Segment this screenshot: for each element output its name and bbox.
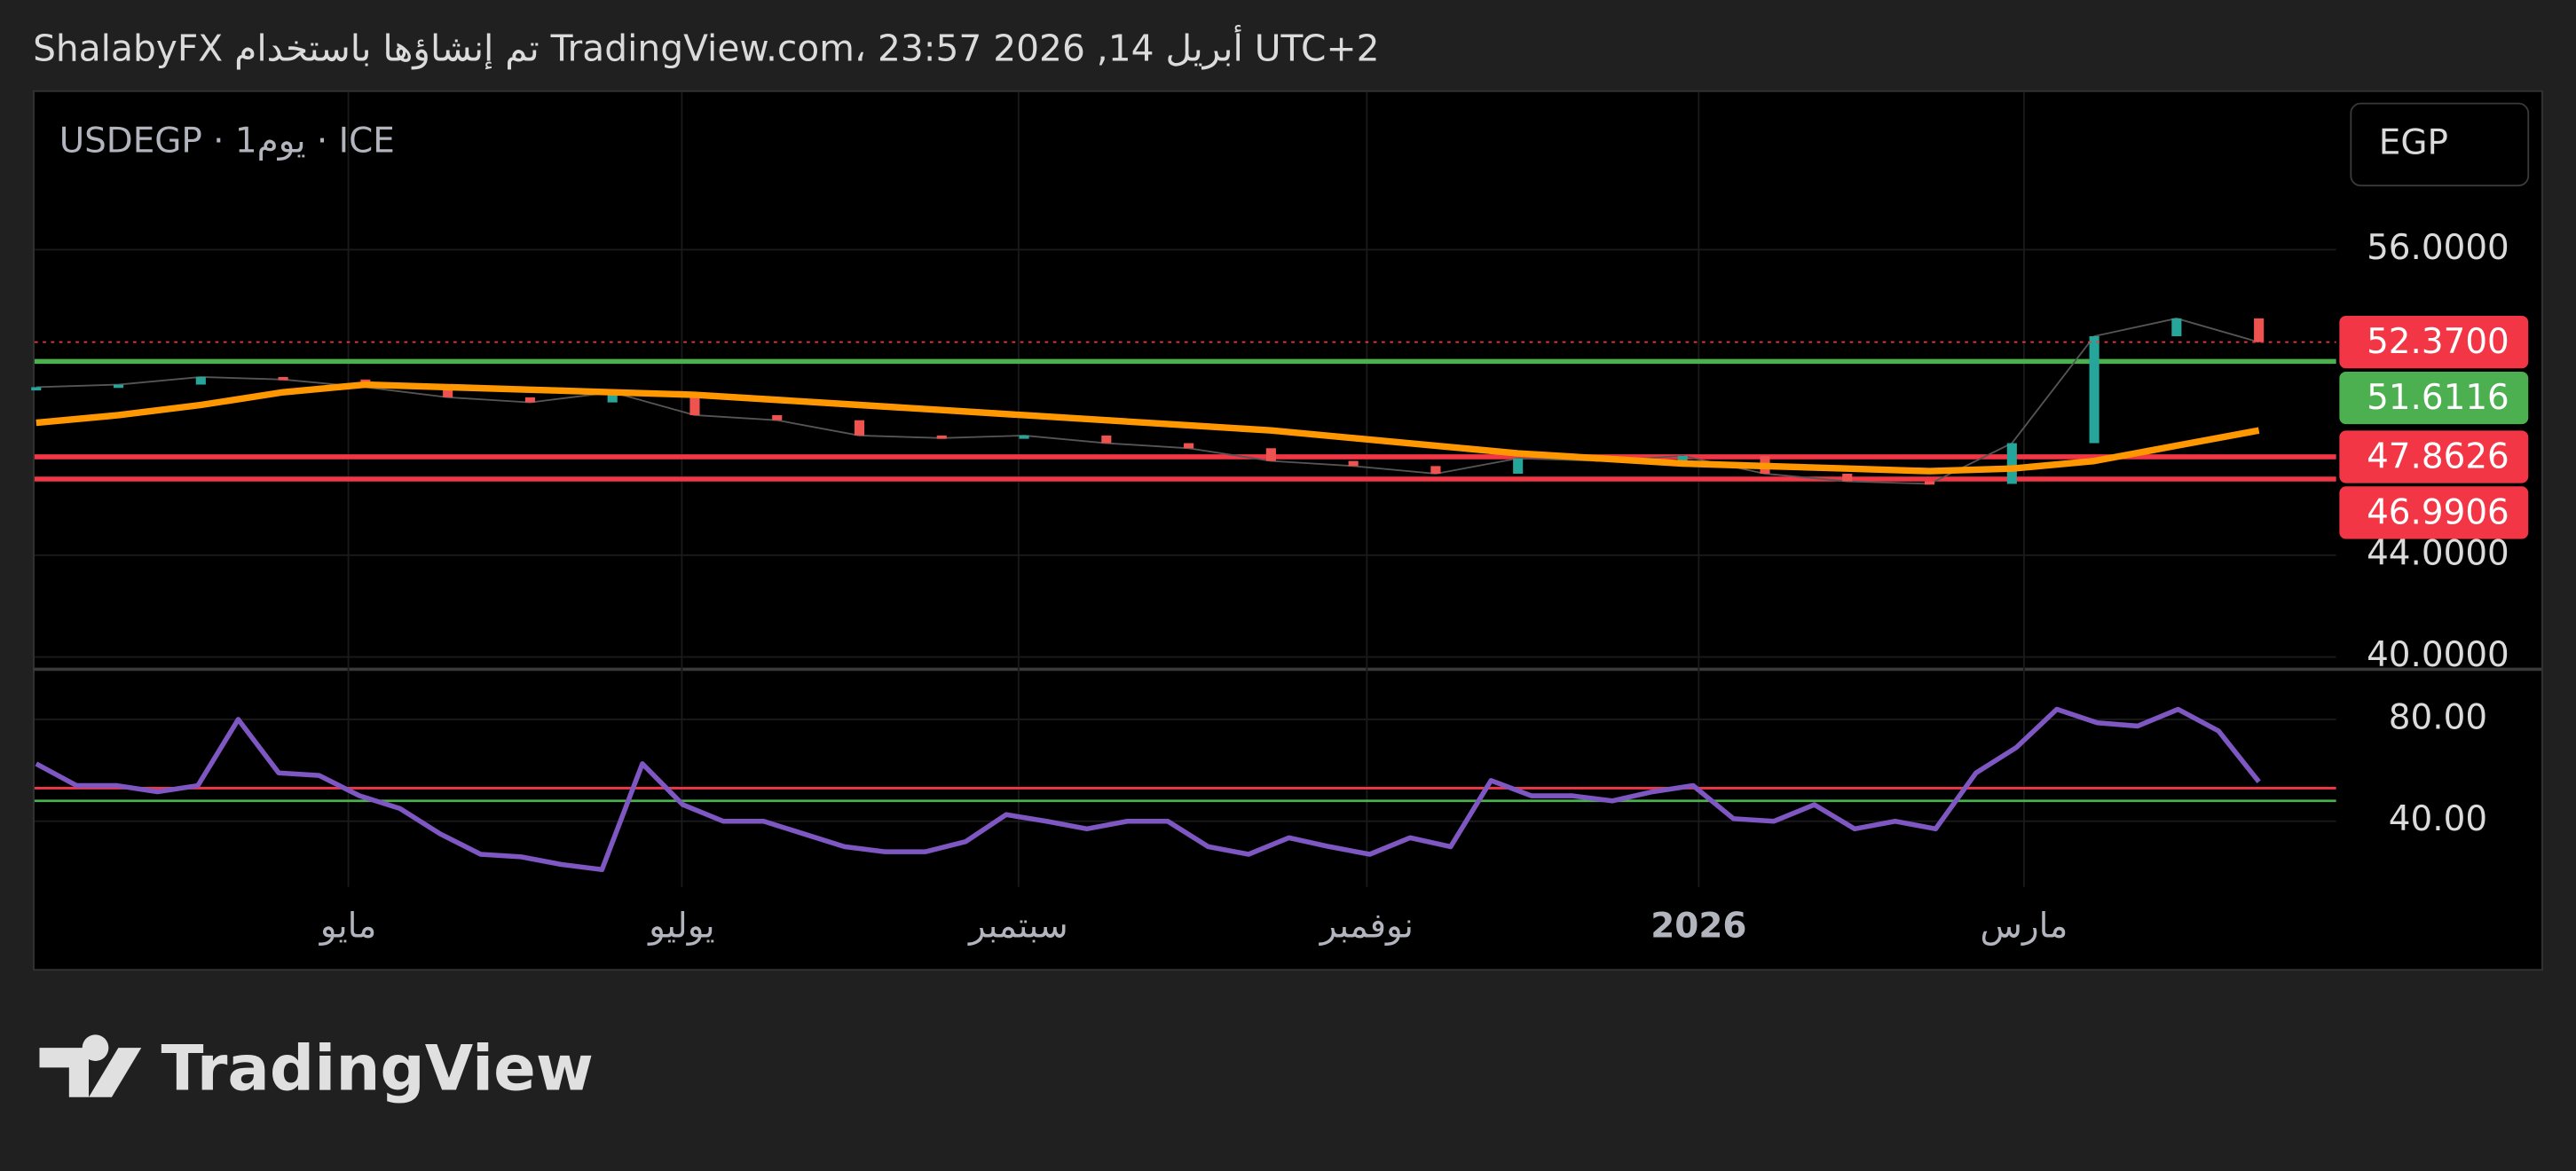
candle xyxy=(1677,455,1688,461)
candle xyxy=(1184,443,1194,449)
x-tick-label: مارس xyxy=(1980,907,2068,947)
series-line xyxy=(35,706,2261,872)
candle xyxy=(1019,435,1029,439)
y-tick-label: 80.00 xyxy=(2389,697,2487,737)
candle xyxy=(195,376,206,385)
price-tag-label: 46.9906 xyxy=(2367,492,2509,532)
candle xyxy=(2089,336,2099,444)
candle xyxy=(31,387,42,391)
x-tick-label: يوليو xyxy=(647,907,715,947)
price-line xyxy=(35,318,2259,485)
candle xyxy=(689,392,700,415)
candle xyxy=(1513,458,1524,474)
candle xyxy=(1348,460,1359,467)
y-tick-label: 56.0000 xyxy=(2367,228,2509,268)
candle xyxy=(524,397,535,403)
candle xyxy=(1924,481,1935,485)
logo-text: TradingView xyxy=(161,1032,593,1104)
price-tag-label: 47.8626 xyxy=(2367,436,2509,476)
y-tick-label: 44.0000 xyxy=(2367,533,2509,573)
x-tick-label: سبتمبر xyxy=(967,907,1068,947)
series-line xyxy=(35,381,2260,475)
candle xyxy=(278,376,288,381)
price-tag xyxy=(2339,371,2529,425)
candle xyxy=(2006,443,2017,484)
candle xyxy=(772,414,783,420)
candle xyxy=(2254,318,2265,342)
price-tag-label: 52.3700 xyxy=(2367,322,2509,362)
candle xyxy=(114,384,124,389)
header-title: ShalabyFX تم إنشاؤها باستخدام TradingVie… xyxy=(33,24,1379,69)
price-tag xyxy=(2339,430,2529,483)
symbol-label: USDEGP · 1يوم · ICE xyxy=(59,122,395,161)
price-tag-label: 51.6116 xyxy=(2367,378,2509,418)
price-tag xyxy=(2339,315,2529,369)
candle xyxy=(1265,448,1276,461)
chart-panel xyxy=(33,90,2543,971)
currency-label[interactable]: EGP xyxy=(2379,122,2448,162)
candle xyxy=(1842,473,1853,482)
price-tag xyxy=(2339,486,2529,539)
y-tick-label: 40.00 xyxy=(2389,799,2487,839)
candle xyxy=(607,392,618,403)
x-tick-label: 2026 xyxy=(1650,907,1746,947)
candle xyxy=(1430,466,1441,474)
x-tick-label: مايو xyxy=(319,907,377,947)
logo-icon xyxy=(39,1034,142,1097)
candle xyxy=(443,387,453,397)
currency-button[interactable] xyxy=(2350,102,2530,187)
candle xyxy=(936,435,947,439)
candle xyxy=(1101,435,1112,444)
x-tick-label: نوفمبر xyxy=(1319,907,1414,947)
candle xyxy=(854,420,865,436)
logo: TradingView xyxy=(39,1032,594,1104)
candle xyxy=(2171,318,2182,337)
y-tick-label: 40.0000 xyxy=(2367,635,2509,675)
